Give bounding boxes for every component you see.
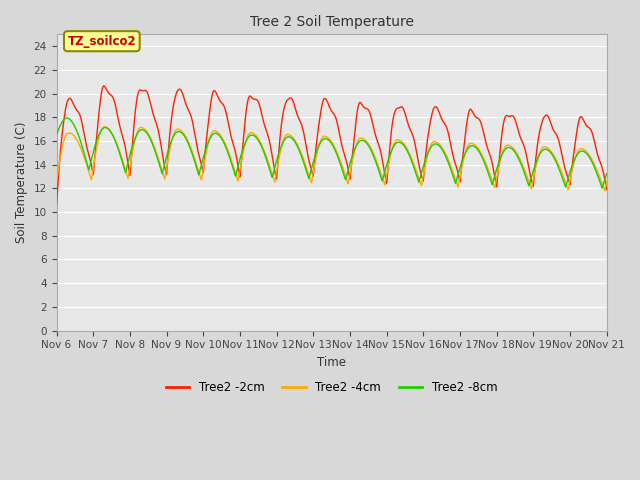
Legend: Tree2 -2cm, Tree2 -4cm, Tree2 -8cm: Tree2 -2cm, Tree2 -4cm, Tree2 -8cm	[161, 376, 502, 399]
Text: TZ_soilco2: TZ_soilco2	[68, 35, 136, 48]
Y-axis label: Soil Temperature (C): Soil Temperature (C)	[15, 121, 28, 243]
Title: Tree 2 Soil Temperature: Tree 2 Soil Temperature	[250, 15, 413, 29]
X-axis label: Time: Time	[317, 356, 346, 369]
